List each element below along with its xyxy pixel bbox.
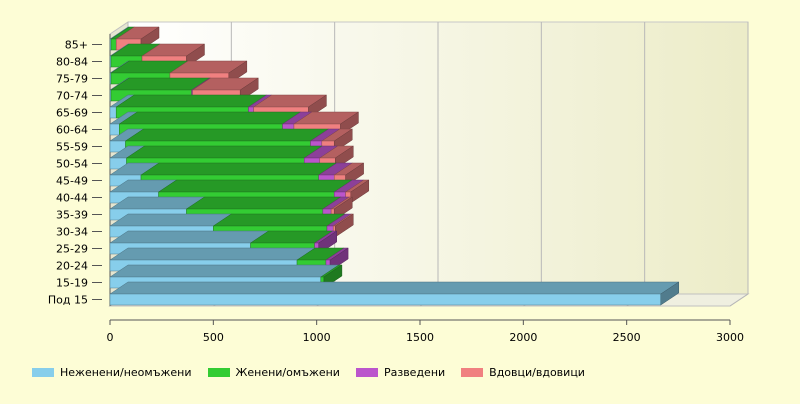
bar-top (109, 281, 680, 295)
legend-item: Разведени (355, 366, 446, 379)
y-tick-label: 20-24 (56, 260, 88, 273)
bar-front (110, 38, 117, 51)
x-tick-label: 3000 (716, 331, 744, 344)
x-tick-label: 0 (107, 331, 114, 344)
floor-gridline-3000 (729, 293, 749, 307)
y-tick-label: 65-69 (56, 107, 88, 120)
legend-label: Вдовци/вдовици (489, 366, 585, 379)
x-tick-label: 500 (203, 331, 224, 344)
bar-top (212, 213, 346, 227)
x-tick-label: 2000 (509, 331, 537, 344)
legend-swatch (32, 368, 54, 377)
bar-top (157, 179, 354, 193)
legend-label: Неженени/неомъжени (60, 366, 192, 379)
y-tick-label: 80-84 (56, 56, 88, 69)
legend-swatch (207, 368, 230, 377)
legend-swatch (355, 368, 378, 377)
legend-item: Неженени/неомъжени (32, 366, 192, 379)
legend-item: Женени/омъжени (207, 366, 340, 379)
legend-label: Разведени (383, 366, 446, 379)
x-tick-label: 1000 (303, 331, 331, 344)
legend-label: Женени/омъжени (235, 366, 340, 379)
bar-Под 15-0 (109, 281, 680, 306)
bar-front (109, 106, 117, 119)
bar-top (109, 213, 233, 227)
y-tick-label: 60-64 (56, 124, 88, 137)
bar-top (185, 196, 342, 210)
y-tick-label: 50-54 (56, 158, 88, 171)
y-tick-label: 25-29 (56, 243, 88, 256)
bar-top (109, 230, 270, 244)
x-tick-label: 2500 (613, 331, 641, 344)
x-tick-label: 1500 (406, 331, 434, 344)
y-tick-label: 85+ (65, 39, 88, 52)
bar-front (109, 123, 120, 136)
bar-top (124, 128, 330, 142)
legend: Неженени/неомъжени Женени/омъжени Разведен… (32, 366, 601, 379)
y-tick-label: 35-39 (56, 209, 88, 222)
y-tick-label: 40-44 (56, 192, 88, 205)
y-tick-label: 70-74 (56, 90, 88, 103)
y-tick-label: 45-49 (56, 175, 88, 188)
bar-top (109, 247, 316, 261)
y-tick-label: Под 15 (48, 294, 88, 307)
bar-top (125, 145, 324, 159)
bar-side (660, 281, 680, 306)
y-tick-label: 55-59 (56, 141, 88, 154)
bar-top (115, 94, 268, 108)
bar-top (140, 162, 338, 176)
legend-swatch (461, 368, 484, 377)
y-tick-label: 15-19 (56, 277, 88, 290)
legend-item: Вдовци/вдовици (461, 366, 585, 379)
y-tick-label: 30-34 (56, 226, 88, 239)
bar-top (109, 264, 340, 278)
y-tick-label: 75-79 (56, 73, 88, 86)
bar-top (118, 111, 302, 125)
bar-front (109, 293, 662, 306)
